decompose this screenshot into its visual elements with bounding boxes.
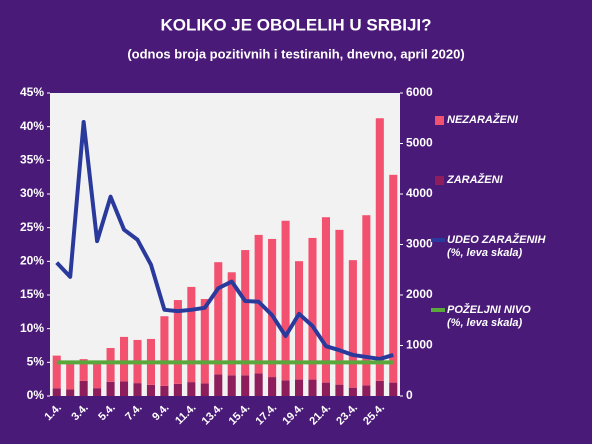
bar (133, 383, 142, 396)
chart-title: KOLIKO JE OBOLELIH U SRBIJI? (160, 15, 431, 34)
legend-note: (%, leva skala) (447, 317, 523, 329)
bar (120, 381, 129, 396)
bar (200, 299, 209, 384)
bar (241, 375, 250, 396)
legend-swatch (435, 116, 444, 125)
bar (295, 379, 304, 396)
bar (79, 359, 88, 381)
bar (66, 389, 75, 396)
bar (120, 336, 129, 382)
bar (321, 382, 330, 396)
y2-tick-label: 6000 (406, 85, 433, 99)
line (55, 119, 394, 361)
bar (106, 348, 115, 382)
bar (389, 174, 398, 383)
y-tick-label: 15% (20, 287, 44, 301)
y2-tick-label: 1000 (406, 338, 433, 352)
y2-tick-label: 4000 (406, 186, 433, 200)
y-tick-label: 30% (20, 186, 44, 200)
bar (66, 363, 75, 390)
bar (335, 384, 344, 396)
legend-label: NEZARAŽENI (447, 113, 519, 126)
bar (348, 387, 357, 396)
bar (214, 374, 223, 396)
bar (173, 383, 182, 396)
bar (268, 238, 277, 378)
bar (187, 286, 196, 383)
bar (281, 380, 290, 396)
legend-label: ZARAŽENI (446, 173, 504, 186)
y2-tick-label: 5000 (406, 136, 433, 150)
y-tick-label: 35% (20, 153, 44, 167)
bar (254, 373, 263, 396)
bar (52, 355, 61, 389)
bar (348, 260, 357, 388)
plot-area (50, 93, 400, 396)
y2-tick-label: 3000 (406, 237, 433, 251)
bar (187, 382, 196, 396)
bar (281, 220, 290, 381)
bar (160, 385, 169, 396)
bar (335, 229, 344, 385)
bar (200, 383, 209, 396)
bar (362, 385, 371, 396)
bar (375, 118, 384, 381)
y-tick-label: 25% (20, 220, 44, 234)
chart-subtitle: (odnos broja pozitivnih i testiranih, dn… (127, 46, 464, 61)
legend-note: (%, leva skala) (447, 247, 523, 259)
bar (308, 379, 317, 396)
bar (52, 388, 61, 396)
bar (362, 215, 371, 386)
y-tick-label: 45% (20, 85, 44, 99)
bar (241, 250, 250, 376)
bar (389, 382, 398, 396)
bar (146, 384, 155, 396)
bar (173, 300, 182, 384)
bar (214, 262, 223, 375)
y-tick-label: 40% (20, 119, 44, 133)
bar (160, 316, 169, 386)
bar (106, 381, 115, 396)
bar (295, 261, 304, 380)
legend-label: POŽELJNI NIVO (447, 303, 531, 316)
legend-swatch (435, 176, 444, 185)
bar (93, 362, 102, 389)
y2-tick-label: 2000 (406, 287, 433, 301)
bar (321, 217, 330, 383)
legend-label: UDEO ZARAŽENIH (447, 233, 546, 246)
bar (227, 375, 236, 396)
y-tick-label: 20% (20, 254, 44, 268)
y-tick-label: 0% (27, 388, 45, 402)
bar (93, 388, 102, 396)
y-tick-label: 5% (27, 355, 45, 369)
bar (79, 380, 88, 396)
bar (268, 377, 277, 396)
y-tick-label: 10% (20, 321, 44, 335)
bar (375, 380, 384, 396)
bar (308, 237, 317, 380)
bar (227, 272, 236, 376)
y2-tick-label: 0 (406, 388, 413, 402)
